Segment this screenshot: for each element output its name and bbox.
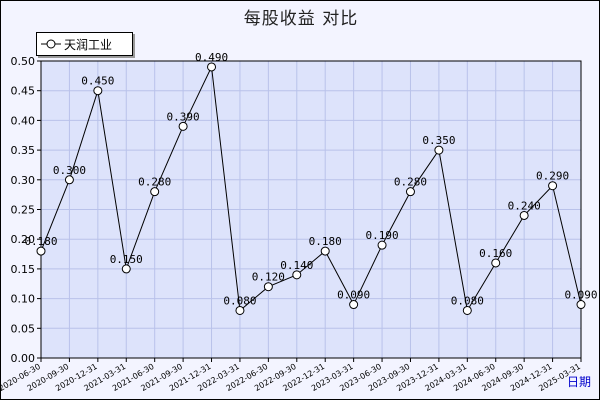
data-label: 0.490	[195, 51, 228, 64]
data-label: 0.080	[223, 294, 256, 307]
y-tick-label: 0.30	[11, 174, 36, 187]
y-tick-label: 0.25	[11, 204, 36, 217]
data-point	[462, 305, 472, 315]
legend-label: 天润工业	[64, 37, 113, 52]
series-line	[40, 65, 582, 312]
chart-title: 每股收益 对比	[243, 9, 359, 29]
data-point	[491, 258, 501, 268]
legend-marker-icon	[41, 39, 61, 49]
data-point	[93, 86, 103, 96]
legend: 天润工业	[36, 32, 133, 56]
y-tick-label: 0.00	[11, 352, 36, 365]
data-point	[121, 264, 131, 274]
data-label: 0.090	[337, 289, 370, 302]
data-label: 0.090	[564, 289, 597, 302]
data-point	[349, 300, 359, 310]
y-tick-label: 0.05	[11, 322, 36, 335]
data-point	[377, 240, 387, 250]
data-label: 0.180	[309, 235, 342, 248]
data-label: 0.350	[422, 134, 455, 147]
y-tick-label: 0.35	[11, 144, 36, 157]
data-label: 0.180	[24, 235, 57, 248]
data-label: 0.150	[110, 253, 143, 266]
y-tick-label: 0.50	[11, 55, 36, 68]
data-label: 0.300	[53, 164, 86, 177]
data-point	[576, 300, 586, 310]
data-label: 0.160	[479, 247, 512, 260]
data-point	[519, 210, 529, 220]
y-tick-label: 0.20	[11, 233, 36, 246]
data-label: 0.080	[451, 294, 484, 307]
y-tick-label: 0.10	[11, 293, 36, 306]
data-label: 0.450	[81, 75, 114, 88]
data-point	[178, 121, 188, 131]
data-point	[207, 62, 217, 72]
data-label: 0.290	[536, 170, 569, 183]
y-tick-label: 0.40	[11, 114, 36, 127]
data-label: 0.390	[167, 110, 200, 123]
data-label: 0.240	[508, 199, 541, 212]
data-point	[64, 175, 74, 185]
data-point	[292, 270, 302, 280]
data-point	[36, 246, 46, 256]
data-point	[150, 187, 160, 197]
y-tick-label: 0.45	[11, 85, 36, 98]
x-axis-title: 日期	[567, 375, 591, 389]
data-point	[405, 187, 415, 197]
data-point	[235, 305, 245, 315]
data-point	[548, 181, 558, 191]
data-label: 0.280	[394, 176, 427, 189]
data-point	[263, 282, 273, 292]
data-label: 0.120	[252, 271, 285, 284]
data-label: 0.190	[365, 229, 398, 242]
data-point	[320, 246, 330, 256]
data-point	[434, 145, 444, 155]
data-label: 0.280	[138, 176, 171, 189]
y-tick-label: 0.15	[11, 263, 36, 276]
data-label: 0.140	[280, 259, 313, 272]
plot-border	[40, 60, 582, 359]
